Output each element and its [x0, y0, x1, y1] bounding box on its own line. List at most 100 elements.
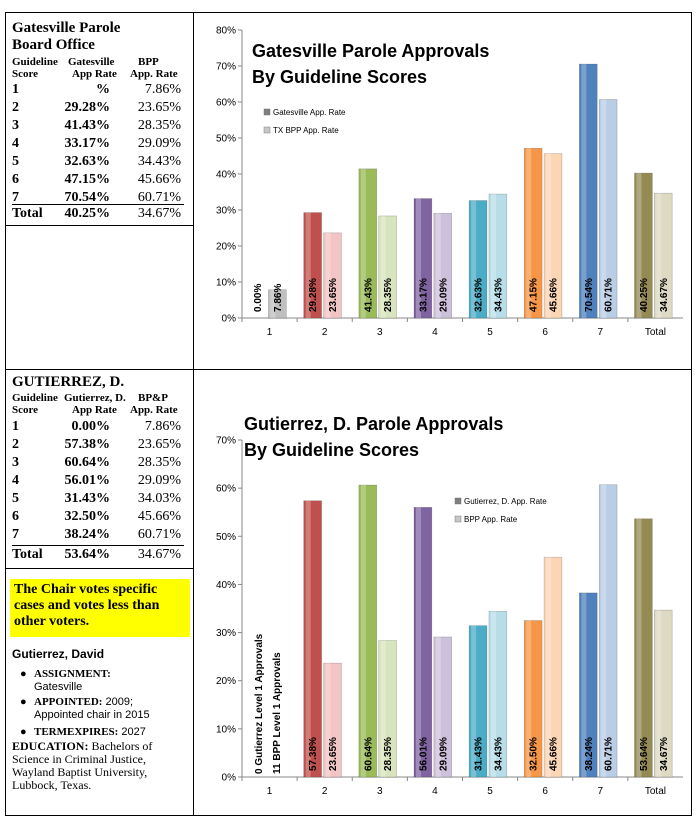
data-label: 29.09%	[438, 278, 449, 312]
gutierrez-row-score: 1	[12, 419, 19, 434]
bar	[378, 215, 397, 319]
gatesville-row-bpp-rate: 7.86%	[144, 82, 181, 97]
gatesville-row: 5 32.63% 34.43%	[10, 153, 190, 171]
gutierrez-row-score: 5	[12, 491, 19, 506]
gatesville-chart: 0% 10% 20% 30% 40% 50% 60% 70% 80% 1 0.00% 7.86% 2 29…	[216, 26, 683, 338]
gutierrez-total-a: 53.64%	[64, 547, 111, 562]
gutierrez-row: 5 31.43% 34.03%	[10, 490, 190, 508]
data-label: 70.54%	[584, 278, 595, 312]
data-label: 28.35%	[383, 737, 394, 771]
bullet-icon: ●	[20, 668, 27, 680]
x-tick-label: 6	[542, 786, 548, 797]
gutierrez-row-bpp-rate: 60.71%	[137, 527, 181, 542]
bar-highlight	[360, 485, 366, 777]
bar	[468, 200, 488, 319]
bio-section: Gutierrez, David ● ASSIGNMENT: Gatesvill…	[10, 646, 192, 814]
data-label: 28.35%	[383, 278, 394, 312]
gatesville-row-score: 7	[12, 190, 19, 205]
bar-highlight	[581, 64, 587, 318]
gatesville-row-rate: 41.43%	[64, 118, 111, 133]
gutierrez-head-b2: App. Rate	[130, 404, 178, 416]
y-tick-label: 0%	[222, 314, 237, 325]
legend-swatch	[454, 497, 462, 505]
x-tick-label: 6	[542, 327, 548, 338]
bar	[579, 63, 598, 319]
bio-appointed-label: APPOINTED:	[34, 696, 103, 708]
bar-highlight	[601, 484, 607, 777]
bar	[303, 500, 322, 778]
bar-highlight	[636, 518, 642, 777]
gutierrez-row-score: 3	[12, 455, 19, 470]
y-tick-label: 40%	[216, 170, 236, 181]
bar-highlight	[490, 611, 496, 777]
gutierrez-head-a2: App Rate	[72, 404, 117, 416]
data-label: 23.65%	[328, 278, 339, 312]
data-label: 34.43%	[493, 278, 504, 312]
chart-subtitle: By Guideline Scores	[244, 440, 419, 460]
bar-highlight	[325, 232, 331, 318]
data-label: 29.28%	[308, 278, 319, 312]
gatesville-title-line2: Board Office	[12, 37, 95, 53]
gatesville-row: 6 47.15% 45.66%	[10, 171, 190, 189]
bio-name: Gutierrez, David	[12, 647, 105, 661]
gatesville-head-a1: Gatesville	[68, 56, 115, 68]
data-label: 41.43%	[363, 278, 374, 312]
legend-swatch	[263, 108, 271, 116]
data-label: 57.38%	[308, 737, 319, 771]
gutierrez-row-rate: 60.64%	[64, 455, 111, 470]
bar	[268, 289, 287, 319]
bar	[323, 662, 342, 778]
gutierrez-row-rate: 57.38%	[64, 437, 111, 452]
bar	[413, 507, 433, 778]
gutierrez-row: 4 56.01% 29.09%	[10, 472, 190, 490]
gatesville-row-rate: 32.63%	[64, 154, 111, 169]
gatesville-row: 2 29.28% 23.65%	[10, 99, 190, 117]
gutierrez-row-rate: 31.43%	[64, 491, 111, 506]
gutierrez-row-rate: 38.24%	[64, 527, 111, 542]
gatesville-row-rate: 47.15%	[64, 172, 111, 187]
data-label: 40.25%	[639, 278, 650, 312]
bar-highlight	[526, 620, 532, 777]
x-tick-label: 2	[322, 786, 328, 797]
gutierrez-row-bpp-rate: 45.66%	[137, 509, 181, 524]
gutierrez-title: GUTIERREZ, D.	[12, 374, 125, 390]
gatesville-row-rate: 70.54%	[64, 190, 111, 205]
bar-highlight	[325, 663, 331, 777]
bar	[598, 99, 618, 319]
bar-highlight	[415, 507, 421, 777]
gutierrez-chart: 0%10%20%30%40%50%60%70%1 257.38% 23.65%360…	[216, 414, 683, 797]
data-label: 32.50%	[529, 737, 540, 771]
gatesville-title-line1: Gatesville Parole	[12, 20, 121, 36]
y-tick-label: 80%	[216, 26, 236, 37]
data-label: 60.64%	[363, 737, 374, 771]
gatesville-row-score: 2	[12, 100, 19, 115]
y-tick-label: 50%	[216, 134, 236, 145]
bio-education-label: EDUCATION:	[12, 739, 89, 753]
data-label: 31.43%	[474, 737, 485, 771]
x-tick-label: Total	[645, 327, 666, 338]
gatesville-total-rule	[12, 204, 184, 205]
x-tick-label: 4	[432, 786, 438, 797]
y-tick-label: 40%	[216, 580, 236, 591]
gatesville-total-label: Total	[12, 206, 43, 221]
gatesville-row-score: 3	[12, 118, 19, 133]
gutierrez-row-rate: 0.00%	[71, 419, 111, 434]
data-label: 56.01%	[418, 737, 429, 771]
bio-appointed: ● APPOINTED: 2009; Appointed chair in 20…	[20, 696, 190, 722]
bar	[303, 212, 322, 319]
gutierrez-row-bpp-rate: 7.86%	[144, 419, 181, 434]
y-tick-label: 10%	[216, 278, 236, 289]
bar	[433, 212, 452, 319]
gatesville-head-b1: BPP	[138, 56, 159, 68]
gutierrez-row-rate: 32.50%	[64, 509, 111, 524]
legend-label: BPP App. Rate	[464, 515, 518, 524]
legend-label: Gutierrez, D. App. Rate	[464, 497, 547, 506]
data-label: 23.65%	[328, 737, 339, 771]
x-tick-label: 3	[377, 786, 383, 797]
y-tick-label: 70%	[216, 62, 236, 73]
gutierrez-table: GUTIERREZ, D. Guideline Score Gutierrez,…	[10, 372, 192, 572]
y-tick-label: 0%	[222, 773, 237, 784]
gatesville-row: 4 33.17% 29.09%	[10, 135, 190, 153]
bio-education: EDUCATION: Bachelors of Science in Crimi…	[12, 740, 188, 792]
bar-highlight	[636, 173, 642, 318]
